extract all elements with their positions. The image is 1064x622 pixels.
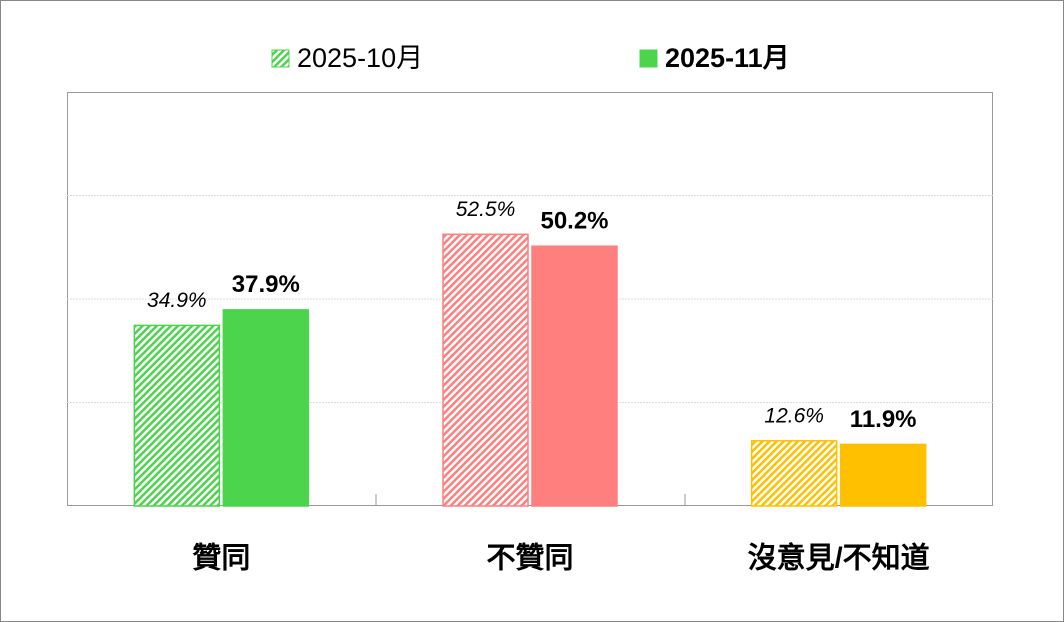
bar (133, 324, 221, 507)
value-label: 50.2% (540, 208, 608, 235)
x-tick-label: 不贊同 (486, 542, 573, 575)
legend-label: 2025-10月 (297, 43, 423, 73)
value-label: 37.9% (232, 271, 300, 298)
legend-label: 2025-11月 (665, 43, 790, 73)
bar (222, 309, 310, 507)
value-label: 34.9% (147, 289, 207, 312)
bar (531, 245, 618, 507)
x-tick-label: 沒意見/不知道 (748, 541, 930, 575)
bar (750, 440, 838, 507)
value-label: 12.6% (764, 404, 824, 427)
legend-swatch (639, 49, 658, 68)
value-label: 52.5% (456, 198, 516, 221)
value-label: 11.9% (850, 406, 917, 433)
x-tick-label: 贊同 (192, 542, 250, 575)
legend-swatch (271, 49, 290, 68)
bar (839, 443, 927, 507)
bar (442, 233, 529, 507)
